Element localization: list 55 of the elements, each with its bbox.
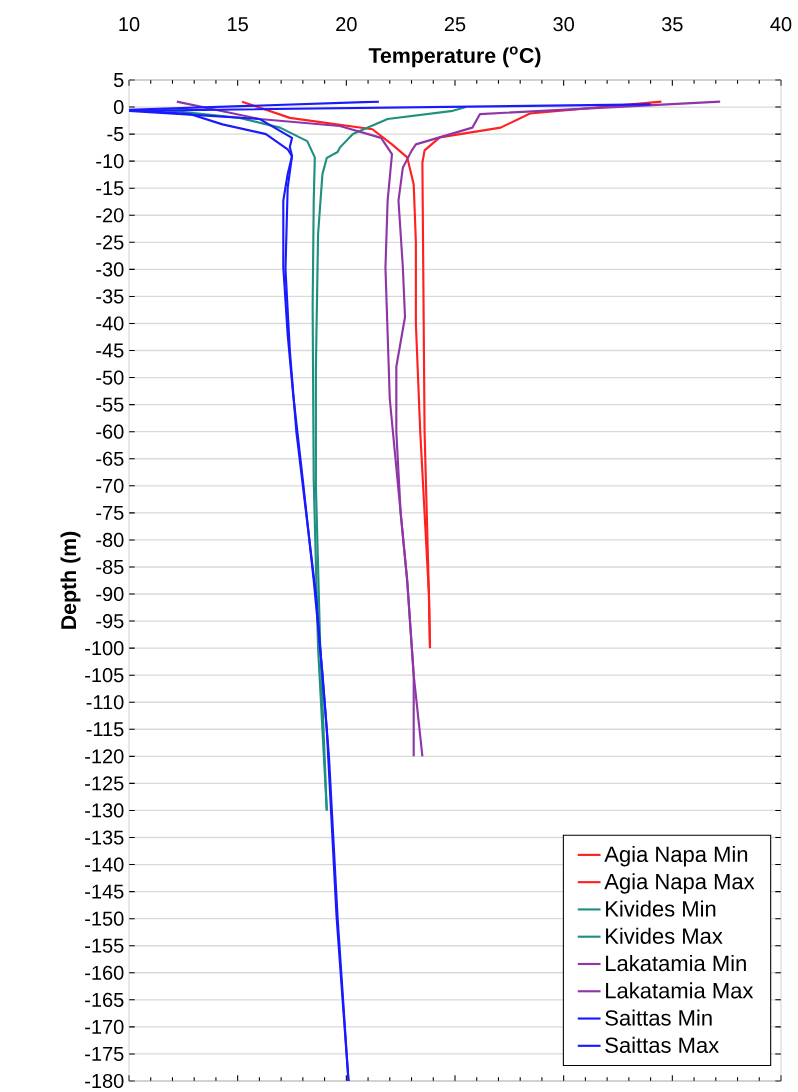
x-tick-label: 10	[119, 17, 140, 32]
y-tick-label: -95	[96, 613, 124, 629]
y-tick-label: -125	[85, 776, 124, 791]
legend-label: Lakatamia Min	[606, 955, 746, 972]
y-tick-label: -70	[96, 478, 124, 493]
y-tick-label: 0	[113, 99, 124, 115]
legend-label: Kivides Max	[606, 927, 723, 944]
y-tick-label: -180	[85, 1073, 124, 1089]
x-tick-label: 30	[553, 17, 574, 32]
y-tick-label: -115	[86, 722, 124, 737]
legend-label: Kivides Min	[606, 900, 716, 917]
y-tick-label: -170	[85, 1019, 124, 1034]
y-tick-label: -45	[96, 343, 124, 358]
y-tick-label: -30	[96, 262, 124, 277]
legend-label: Agia Napa Max	[604, 873, 755, 894]
y-tick-label: -120	[85, 749, 124, 764]
y-tick-label: -85	[96, 559, 124, 575]
x-tick-label: 20	[336, 17, 357, 32]
y-tick-label: -60	[96, 424, 124, 439]
y-tick-label: -130	[85, 803, 124, 818]
x-tick-label: 25	[444, 17, 466, 32]
y-axis-title: Depth (m)	[60, 531, 81, 629]
x-tick-label: 35	[661, 17, 683, 32]
y-tick-label: -105	[85, 668, 124, 683]
y-tick-label: -155	[85, 938, 124, 953]
y-tick-label: -150	[85, 911, 124, 926]
y-tick-label: -160	[85, 965, 124, 980]
y-tick-label: -65	[96, 451, 124, 466]
y-tick-label: -20	[96, 208, 124, 223]
y-tick-label: -35	[96, 289, 124, 304]
y-tick-label: -50	[96, 370, 124, 385]
y-tick-label: -10	[96, 154, 124, 169]
y-tick-label: -15	[96, 181, 124, 196]
x-tick-label: 15	[228, 17, 248, 32]
y-tick-label: -110	[86, 695, 124, 710]
y-tick-label: -75	[96, 505, 124, 520]
y-tick-label: -100	[85, 641, 124, 656]
x-tick-label: 40	[770, 17, 792, 32]
y-tick-label: -135	[85, 830, 124, 845]
y-tick-label: -5	[107, 127, 124, 142]
legend-label: Lakatamia Max	[606, 982, 754, 999]
legend-label: Agia Napa Min	[604, 845, 748, 867]
y-tick-label: -140	[85, 857, 124, 872]
y-tick-label: -80	[96, 532, 124, 547]
y-tick-label: -175	[85, 1046, 124, 1061]
y-tick-label: -145	[85, 884, 124, 899]
legend-label: Saittas Max	[605, 1036, 719, 1053]
y-tick-label: -165	[85, 992, 124, 1007]
x-axis-title: Temperature ($^{o}$C)	[368, 46, 541, 68]
y-tick-label: 5	[113, 73, 124, 87]
y-tick-label: -90	[96, 586, 124, 602]
y-tick-label: -55	[96, 397, 124, 412]
legend-label: Saittas Min	[605, 1009, 712, 1026]
y-tick-label: -25	[96, 235, 124, 250]
y-tick-label: -40	[96, 316, 124, 331]
